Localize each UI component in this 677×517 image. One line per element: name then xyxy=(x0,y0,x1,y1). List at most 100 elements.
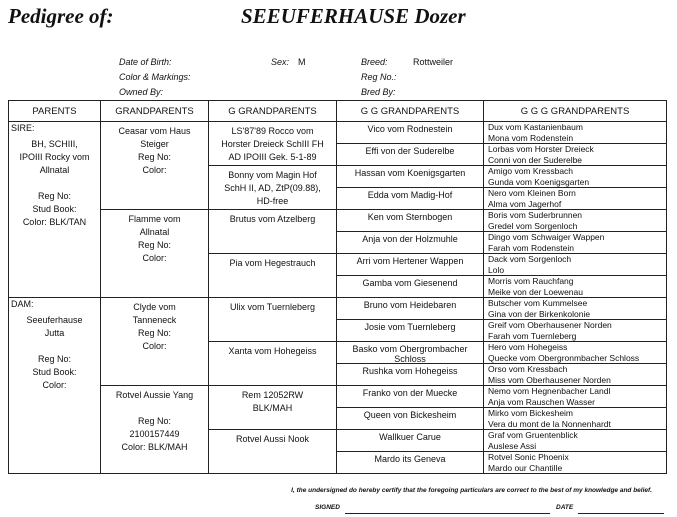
cell-line: Rotvel Aussie Yang xyxy=(115,390,194,400)
cell-line: Nemo vom Hegnenbacher Landl xyxy=(488,386,611,396)
parent-details: Seeuferhause Jutta Reg No: Stud Book: Color… xyxy=(9,311,100,392)
cell-line: SchH II, AD, ZtP(09.88), xyxy=(224,183,321,193)
gg-grandparent-name: Effi von der Suderelbe xyxy=(365,146,455,156)
gg-grandparent-name: Franko von der Muecke xyxy=(362,388,458,398)
g-grandparent-cell: Ulix vom Tuernleberg xyxy=(208,297,337,342)
gg-grandparent-cell: Hassan vom Koenigsgarten xyxy=(336,165,484,188)
gg-grandparent-cell: Queen von Bickesheim xyxy=(336,407,484,430)
gg-grandparent-cell: Gamba vom Giesenend xyxy=(336,275,484,298)
cell-line: 2100157449 xyxy=(129,429,180,439)
table-row: Effi von der Suderelbe Lorbas vom Horster… xyxy=(9,143,667,166)
dog-name: SEEUFERHAUSE Dozer xyxy=(241,4,466,28)
ggg-grandparent-cell: Dack vom Sorgenloch Lolo xyxy=(483,253,667,276)
cell-line: Stud Book: xyxy=(32,204,77,214)
cell-line: Gredel vom Sorgenloch xyxy=(488,220,578,231)
gg-grandparent-name: Bruno vom Heidebaren xyxy=(363,300,457,310)
cell-line: Rem 12052RW xyxy=(241,390,304,400)
owned-by-label: Owned By: xyxy=(119,87,164,97)
grandparent-cell: Clyde vom Tanneneck Reg No: Color: xyxy=(100,297,209,386)
gg-grandparent-cell: Ken vom Sternbogen xyxy=(336,209,484,232)
cell-line: Clyde vom xyxy=(133,302,176,312)
cell-line: Allnatal xyxy=(39,165,70,175)
cell-line: Farah vom Rodenstein xyxy=(488,242,574,253)
cell-line: Xanta vom Hohegeiss xyxy=(228,346,317,356)
cell-line: Butscher vom Kummelsee xyxy=(488,298,588,308)
cell-line: Morris vom Rauchfang xyxy=(488,276,574,286)
ggg-grandparent-cell: Rotvel Sonic Phoenix Mardo our Chantille xyxy=(483,451,667,474)
gg-grandparent-cell: Rushka vom Hohegeiss xyxy=(336,363,484,386)
grandparent-cell: Ceasar vom Haus Steiger Reg No: Color: xyxy=(100,121,209,210)
cell-line: Mona vom Rodenstein xyxy=(488,132,574,143)
cell-line: Flamme vom xyxy=(128,214,181,224)
role-label: DAM: xyxy=(11,299,34,309)
cell-line: Seeuferhause xyxy=(26,315,83,325)
breed-value: Rottweiler xyxy=(413,57,454,67)
cell-line: Reg No: xyxy=(137,328,172,338)
gg-grandparent-cell: Edda vom Madig-Hof xyxy=(336,187,484,210)
cell-line: Dack vom Sorgenloch xyxy=(488,254,572,264)
gg-grandparent-name: Rushka vom Hohegeiss xyxy=(362,366,458,376)
cell-line: HD-free xyxy=(256,196,289,206)
cell-line: Conni von der Suderelbe xyxy=(488,154,583,165)
column-header: GRANDPARENTS xyxy=(100,100,209,122)
cell-line: Reg No: xyxy=(137,240,172,250)
cell-line: Auslese Assi xyxy=(488,440,537,451)
cell-line: Reg No: xyxy=(137,416,172,426)
table-row: Edda vom Madig-Hof Nero vom Kleinen Born A… xyxy=(9,187,667,210)
grandparent-cell: Flamme vom Allnatal Reg No: Color: xyxy=(100,209,209,298)
color-markings-label: Color & Markings: xyxy=(119,72,191,82)
cell-line: Allnatal xyxy=(139,227,170,237)
ggg-grandparent-cell: Dux vom Kastanienbaum Mona vom Rodenstein xyxy=(483,121,667,144)
gg-grandparent-name: Josie vom Tuernleberg xyxy=(364,322,456,332)
table-row: SIRE: BH, SCHIII, IPOIII Rocky vom Allnatal… xyxy=(8,121,667,298)
table-row: Queen von Bickesheim Mirko vom Bickesheim… xyxy=(9,407,667,430)
cell-line: Rotvel Aussi Nook xyxy=(235,434,310,444)
g-grandparent-cell: Rem 12052RW BLK/MAH xyxy=(208,385,337,430)
cell-line: Reg No: xyxy=(37,191,72,201)
table-row: DAM: Seeuferhause Jutta Reg No: Stud Book: C… xyxy=(8,297,667,474)
gg-grandparent-cell: Wallkuer Carue xyxy=(336,429,484,452)
header-row: PARENTS GRANDPARENTS G GRANDPARENTS G G GRA… xyxy=(8,100,667,122)
gg-grandparent-name: Basko vom Obergrombacher Schloss xyxy=(352,344,468,363)
signature-line[interactable] xyxy=(345,513,550,514)
gg-grandparent-cell: Basko vom Obergrombacher Schloss xyxy=(336,341,484,364)
gg-grandparent-name: Wallkuer Carue xyxy=(379,432,441,442)
cell-line: Greif vom Oberhausener Norden xyxy=(488,320,612,330)
cell-line: LS'87'89 Rocco vom xyxy=(231,126,314,136)
ggg-grandparent-cell: Nemo vom Hegnenbacher Landl Anja vom Raus… xyxy=(483,385,667,408)
cell-line: Brutus vom Atzelberg xyxy=(229,214,316,224)
g-grandparent-cell: LS'87'89 Rocco vom Horster Dreieck SchIII… xyxy=(208,121,337,166)
gg-grandparent-cell: Anja von der Holzmuhle xyxy=(336,231,484,254)
cell-line: Lolo xyxy=(488,264,505,275)
date-line[interactable] xyxy=(578,513,664,514)
cell-line: Amigo vom Kressbach xyxy=(488,166,574,176)
cell-line: Reg No: xyxy=(37,354,72,364)
column-header: G G GRANDPARENTS xyxy=(336,100,484,122)
table-row: Flamme vom Allnatal Reg No: Color: Brutus vo… xyxy=(9,209,667,298)
gg-grandparent-name: Ken vom Sternbogen xyxy=(367,212,453,222)
cell-line: Orso vom Kressbach xyxy=(488,364,568,374)
cell-line: Farah vom Tuernleberg xyxy=(488,330,577,341)
gg-grandparent-name: Queen von Bickesheim xyxy=(363,410,457,420)
cell-line: Quecke vom Obergronmbacher Schloss xyxy=(488,352,640,363)
cell-line: BLK/MAH xyxy=(252,403,293,413)
ggg-grandparent-cell: Nero vom Kleinen Born Alma vom Jagerhof xyxy=(483,187,667,210)
signed-label: SIGNED xyxy=(315,504,340,511)
cell-line: Dux vom Kastanienbaum xyxy=(488,122,583,132)
cell-line: Vera du mont de la Nonnenhardt xyxy=(488,418,611,429)
cell-line: Horster Dreieck SchIII FH xyxy=(221,139,324,149)
cell-line: Stud Book: xyxy=(32,367,77,377)
cell-line: Graf vom Gruentenblick xyxy=(488,430,578,440)
cell-line: BH, SCHIII, xyxy=(31,139,78,149)
cell-line: Color: xyxy=(142,341,167,351)
ggg-grandparent-cell: Morris vom Rauchfang Meike von der Loewen… xyxy=(483,275,667,298)
table-row: Rushka vom Hohegeiss Orso vom Kressbach Mi… xyxy=(9,363,667,386)
table-row: Bonny vom Magin Hof SchH II, AD, ZtP(09.8… xyxy=(9,165,667,210)
cell-line: Miss vom Oberhausener Norden xyxy=(488,374,611,385)
cell-line: Lorbas vom Horster Dreieck xyxy=(488,144,594,154)
ggg-grandparent-cell: Hero vom Hohegeiss Quecke vom Obergronmba… xyxy=(483,341,667,364)
cell-line: Color: BLK/MAH xyxy=(121,442,188,452)
table-row: Mardo its Geneva Rotvel Sonic Phoenix Mard… xyxy=(9,451,667,474)
ggg-grandparent-cell: Dingo vom Schwaiger Wappen Farah vom Rode… xyxy=(483,231,667,254)
role-label: SIRE: xyxy=(11,123,35,133)
